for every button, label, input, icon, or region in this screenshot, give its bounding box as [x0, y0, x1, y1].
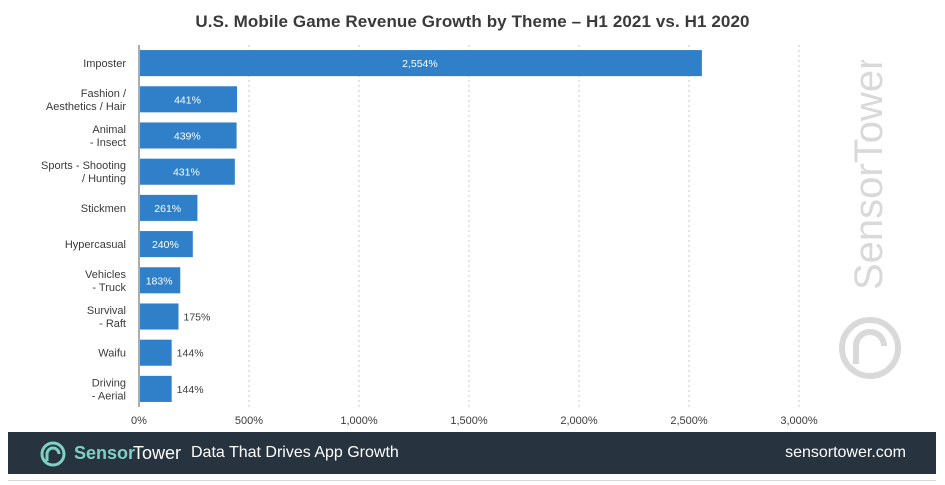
x-tick-label: 2,000%: [560, 415, 598, 427]
bar: [140, 267, 181, 294]
bar: [140, 375, 172, 402]
x-tick-label: 1,000%: [340, 415, 378, 427]
bar: [140, 122, 237, 149]
bar: [140, 50, 702, 77]
grid-lines: [248, 45, 800, 407]
bar-value-label: 183%: [146, 275, 173, 287]
bar: [140, 231, 193, 258]
footer-tagline: Data That Drives App Growth: [191, 444, 399, 461]
x-tick-label: 3,000%: [780, 415, 818, 427]
bar: [140, 194, 198, 221]
category-label: Survival: [87, 305, 126, 317]
bar-value-label: 144%: [177, 348, 204, 360]
category-label: - Insect: [90, 137, 126, 149]
category-labels: Imposter Fashion /Aesthetics / Hair Animal…: [41, 58, 127, 402]
bar: [140, 86, 238, 113]
category-label: Aesthetics / Hair: [46, 101, 126, 113]
x-tick-label: 500%: [235, 415, 263, 427]
category-label: Imposter: [83, 58, 126, 70]
bar-value-label: 441%: [174, 94, 201, 106]
bar-value-label: 261%: [154, 203, 181, 215]
x-tick-label: 1,500%: [450, 415, 488, 427]
category-label: Waifu: [98, 348, 126, 360]
sensortower-logo-icon: [40, 441, 66, 467]
bar-value-label: 431%: [173, 167, 200, 179]
category-label: Vehicles: [85, 269, 126, 281]
footer-url-link[interactable]: sensortower.com: [785, 444, 906, 461]
category-label: Sports - Shooting: [41, 160, 126, 172]
bar-value-label: 240%: [152, 239, 179, 251]
category-label: - Raft: [99, 318, 126, 330]
category-label: / Hunting: [82, 173, 126, 185]
category-label: Stickmen: [81, 203, 126, 215]
bar-value-label: 439%: [174, 131, 201, 143]
bottom-divider: [8, 480, 936, 481]
category-label: Driving: [92, 377, 126, 389]
category-label: Fashion /: [81, 88, 127, 100]
x-tick-label: 0%: [131, 415, 147, 427]
category-label: - Truck: [92, 282, 126, 294]
footer-brand-sensor: Sensor: [74, 443, 136, 463]
bars: 2,554% 441% 439% 431% 261% 240% 183% 175% 144% 14…: [140, 50, 702, 402]
category-label: Hypercasual: [65, 239, 126, 251]
bar-chart: 2,554% 441% 439% 431% 261% 240% 183% 175% 144% 14…: [41, 45, 818, 427]
bar: [140, 339, 172, 366]
bar-value-label: 144%: [177, 384, 204, 396]
chart-title: U.S. Mobile Game Revenue Growth by Theme…: [195, 12, 750, 31]
bar: [140, 158, 235, 185]
bar-value-label: 175%: [184, 312, 211, 324]
category-label: Animal: [92, 124, 126, 136]
bar-value-label: 2,554%: [402, 58, 438, 70]
category-label: - Aerial: [92, 390, 126, 402]
x-axis-ticks: 0% 500% 1,000% 1,500% 2,000% 2,500% 3,000%: [131, 415, 818, 427]
footer-brand-tower: Tower: [133, 443, 182, 463]
footer-bar: Sensor Tower Data That Drives App Growth…: [8, 432, 936, 474]
x-tick-label: 2,500%: [670, 415, 708, 427]
bar: [140, 303, 179, 330]
